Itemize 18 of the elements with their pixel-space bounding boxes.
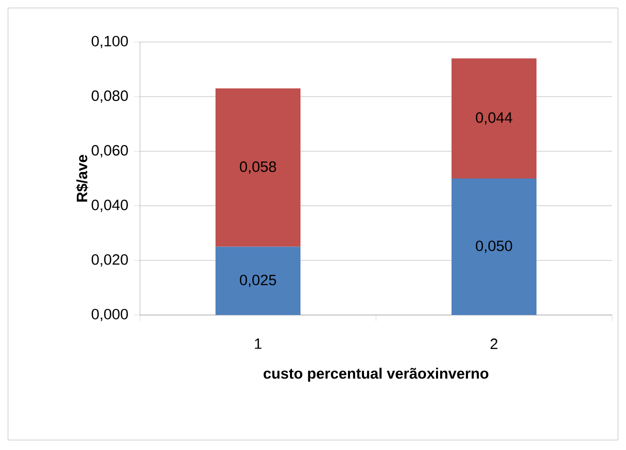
y-tick-label: 0,000 xyxy=(92,308,128,322)
data-label: 0,050 xyxy=(476,240,512,253)
y-tick-label: 0,100 xyxy=(92,36,128,48)
bar xyxy=(216,88,300,247)
x-axis-title: custo percentual verãoxinverno xyxy=(264,368,488,382)
bar xyxy=(452,178,536,315)
y-tick-label: 0,020 xyxy=(92,254,128,267)
x-tick-label: 1 xyxy=(254,338,262,349)
data-label: 0,025 xyxy=(240,274,276,288)
data-label: 0,058 xyxy=(240,161,276,174)
y-tick-label: 0,080 xyxy=(92,90,128,103)
y-tick-label: 0,040 xyxy=(92,200,128,212)
bar xyxy=(452,58,536,178)
y-axis-title: R$/ave xyxy=(76,154,88,202)
bar xyxy=(216,246,300,315)
data-label: 0,044 xyxy=(476,112,512,125)
y-tick-label: 0,060 xyxy=(92,145,128,158)
x-tick-label: 2 xyxy=(490,338,498,349)
